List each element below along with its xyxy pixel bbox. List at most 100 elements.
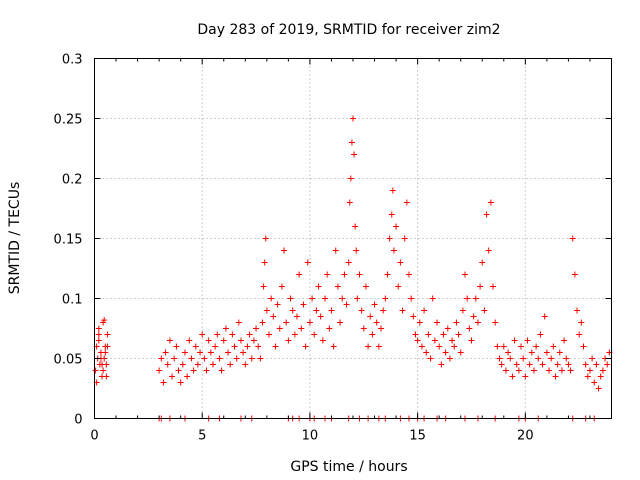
data-point [442,349,449,356]
data-point [522,373,529,380]
data-point [274,301,281,308]
data-point [509,373,516,380]
data-point [421,307,428,314]
data-point [470,313,477,320]
data-point [528,349,535,356]
data-point [324,271,331,278]
data-point [367,313,374,320]
data-point [597,373,604,380]
data-point [380,307,387,314]
data-point [604,361,611,368]
data-point [220,337,227,344]
y-axis-label: SRMTID / TECUs [7,182,23,295]
data-point [410,313,417,320]
data-point [593,361,600,368]
data-point [595,385,602,392]
data-point [580,343,587,350]
data-point [365,343,372,350]
data-point [186,337,193,344]
data-point [373,319,380,326]
data-point [100,367,107,374]
data-point [227,361,234,368]
grid [94,58,612,419]
data-point [586,367,593,374]
data-point [199,331,206,338]
data-point [496,355,503,362]
data-point [270,313,277,320]
data-point [388,211,395,218]
data-point [321,295,328,302]
data-point [472,295,479,302]
data-point [259,319,266,326]
data-point [459,307,466,314]
data-point [343,301,350,308]
data-point [569,235,576,242]
data-point [177,379,184,386]
data-point [451,343,458,350]
data-point [246,331,253,338]
data-point [350,115,356,122]
data-point [289,307,296,314]
data-point [248,355,255,362]
data-point [571,271,578,278]
data-point [576,331,583,338]
data-point [511,337,518,344]
data-point [169,373,176,380]
data-point [319,337,326,344]
data-point [346,199,353,206]
data-point [302,343,309,350]
data-point [317,313,324,320]
data-point [444,325,451,332]
data-point [101,317,108,324]
data-point [418,343,425,350]
data-point [315,283,322,290]
data-points [92,115,613,422]
data-point [518,343,525,350]
data-point [255,343,262,350]
data-point [197,349,204,356]
data-point [103,373,110,380]
data-point [166,337,173,344]
data-point [283,319,290,326]
data-point [406,271,413,278]
data-point [446,355,453,362]
data-point [584,373,591,380]
data-point [250,337,257,344]
data-point [500,343,507,350]
data-point [175,367,182,374]
data-point [158,355,165,362]
data-point [505,349,512,356]
data-point [526,361,533,368]
data-point [171,355,178,362]
data-point [389,187,396,194]
data-point [104,331,111,338]
x-tick-label: 15 [409,429,426,444]
data-point [330,343,337,350]
data-point [353,247,360,254]
y-tick-label: 0.25 [54,113,83,128]
data-point [257,355,264,362]
data-point [395,283,402,290]
data-point [156,367,163,374]
data-point [474,319,481,326]
data-point [434,319,441,326]
data-point [414,337,421,344]
data-point [362,283,369,290]
data-point [546,367,553,374]
data-point [212,343,219,350]
data-point [492,319,499,326]
data-point [261,259,268,266]
data-point [358,307,365,314]
data-point [412,331,419,338]
data-point [242,361,249,368]
x-tick-labels: 0 5 10 15 20 [90,429,533,444]
data-point [369,331,376,338]
data-point [231,343,238,350]
data-point [416,319,423,326]
data-point [253,325,260,332]
y-tick-label: 0 [74,413,82,428]
x-tick-label: 20 [517,429,534,444]
data-point [453,319,460,326]
data-point [356,271,363,278]
data-point [207,349,214,356]
